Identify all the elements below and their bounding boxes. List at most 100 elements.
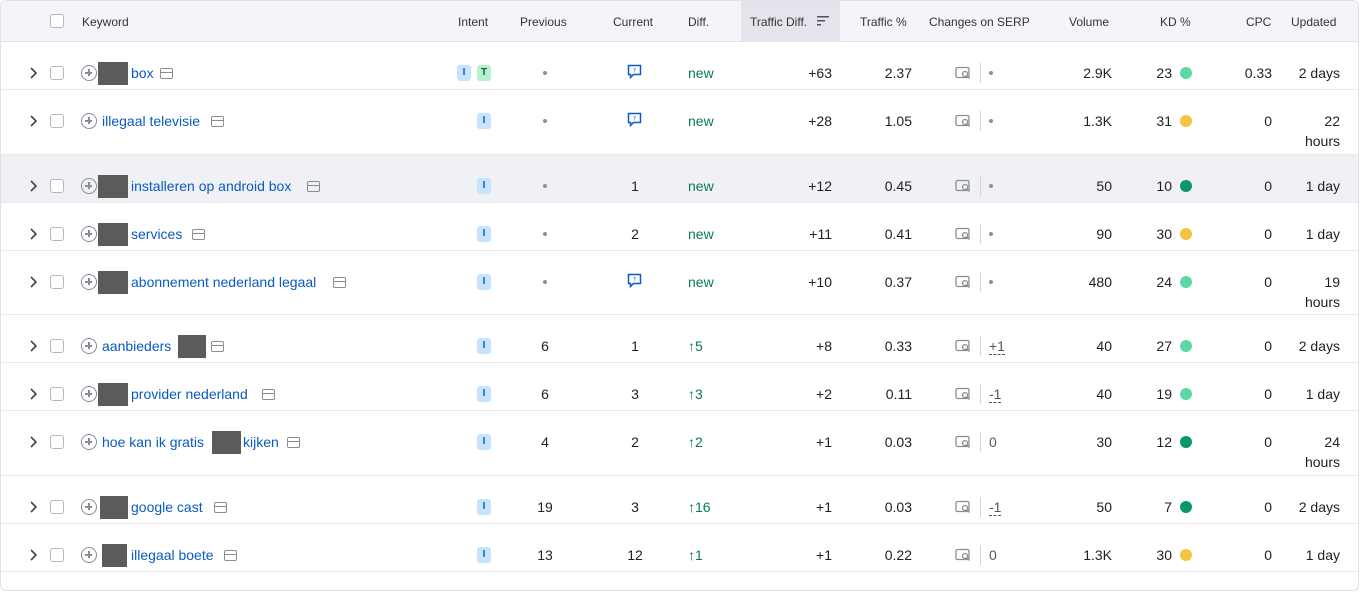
select-all-checkbox[interactable]	[50, 14, 64, 28]
header-changes-on-serp[interactable]: Changes on SERP	[929, 15, 1030, 29]
add-keyword-icon[interactable]	[81, 274, 97, 290]
add-keyword-icon[interactable]	[81, 434, 97, 450]
keyword-link[interactable]: aanbieders	[102, 338, 172, 354]
keyword-link[interactable]: services	[131, 226, 183, 242]
serp-snapshot-icon[interactable]	[160, 68, 173, 79]
header-diff[interactable]: Diff.	[688, 15, 710, 29]
serp-changes-icon[interactable]	[955, 66, 971, 80]
table-row[interactable]: installeren op android box I 1 new +12 0.45 50…	[1, 155, 1358, 203]
header-current[interactable]: Current	[613, 15, 654, 29]
chevron-right-icon[interactable]	[29, 179, 39, 193]
row-checkbox[interactable]	[50, 227, 64, 241]
table-row[interactable]: google cast I 19 3 ↑16 +1 0.03 -1 50 7 0 2 days	[1, 476, 1358, 524]
chevron-right-icon[interactable]	[29, 339, 39, 353]
intent-badge[interactable]: I	[477, 338, 491, 354]
serp-snapshot-icon[interactable]	[214, 502, 227, 513]
serp-changes-icon[interactable]	[955, 275, 971, 289]
header-cpc[interactable]: CPC	[1246, 15, 1272, 29]
row-checkbox[interactable]	[50, 339, 64, 353]
header-kd[interactable]: KD %	[1160, 15, 1191, 29]
sort-descending-icon[interactable]	[817, 15, 830, 26]
chevron-right-icon[interactable]	[29, 548, 39, 562]
add-keyword-icon[interactable]	[81, 226, 97, 242]
chevron-right-icon[interactable]	[29, 66, 39, 80]
table-row[interactable]: illegaal televisie I? new +28 1.05 1.3K 31 0 22 h…	[1, 90, 1358, 155]
intent-badge[interactable]: I	[477, 434, 491, 450]
table-row[interactable]: illegaal boete I 13 12 ↑1 +1 0.22 0 1.3K 30 0 1 day	[1, 524, 1358, 572]
keyword-link[interactable]: hoe kan ik gratis	[102, 434, 204, 450]
intent-badge[interactable]: T	[477, 65, 491, 81]
row-checkbox[interactable]	[50, 500, 64, 514]
intent-badge[interactable]: I	[477, 226, 491, 242]
serp-snapshot-icon[interactable]	[333, 277, 346, 288]
intent-badge[interactable]: I	[457, 65, 471, 81]
keyword-link[interactable]: illegaal boete	[131, 547, 214, 563]
serp-change-value[interactable]: +1	[989, 338, 1005, 355]
table-row[interactable]: provider nederland I 6 3 ↑3 +2 0.11 -1 40 19 0 1 da…	[1, 363, 1358, 411]
chevron-right-icon[interactable]	[29, 227, 39, 241]
chevron-right-icon[interactable]	[29, 435, 39, 449]
add-keyword-icon[interactable]	[81, 547, 97, 563]
header-keyword[interactable]: Keyword	[82, 15, 129, 29]
table-row[interactable]: aanbieders I 6 1 ↑5 +8 0.33 +1 40 27 0 2 days	[1, 315, 1358, 363]
serp-feature-icon[interactable]: ?	[627, 273, 643, 289]
serp-changes-icon[interactable]	[955, 114, 971, 128]
intent-badge[interactable]: I	[477, 386, 491, 402]
serp-changes-icon[interactable]	[955, 227, 971, 241]
serp-change-value[interactable]: -1	[989, 499, 1002, 516]
serp-changes-icon[interactable]	[955, 339, 971, 353]
serp-snapshot-icon[interactable]	[287, 437, 300, 448]
header-intent[interactable]: Intent	[458, 15, 489, 29]
header-traffic-diff[interactable]: Traffic Diff.	[750, 15, 808, 29]
serp-changes-icon[interactable]	[955, 548, 971, 562]
row-checkbox[interactable]	[50, 548, 64, 562]
add-keyword-icon[interactable]	[81, 338, 97, 354]
serp-snapshot-icon[interactable]	[192, 229, 205, 240]
keyword-link[interactable]: provider nederland	[131, 386, 248, 402]
serp-snapshot-icon[interactable]	[262, 389, 275, 400]
table-row[interactable]: services I 2 new +11 0.41 90 30 0 1 day	[1, 203, 1358, 251]
intent-badge[interactable]: I	[477, 547, 491, 563]
header-volume[interactable]: Volume	[1069, 15, 1110, 29]
keyword-link[interactable]: google cast	[131, 499, 203, 515]
header-traffic-percent[interactable]: Traffic %	[860, 15, 907, 29]
chevron-right-icon[interactable]	[29, 387, 39, 401]
serp-snapshot-icon[interactable]	[307, 181, 320, 192]
table-row[interactable]: hoe kan ik gratis kijken I 4 2 ↑2 +1 0.03 0 30 12 0…	[1, 411, 1358, 476]
intent-badge[interactable]: I	[477, 499, 491, 515]
keyword-link[interactable]: kijken	[243, 434, 279, 450]
keyword-link[interactable]: box	[131, 65, 154, 81]
serp-changes-icon[interactable]	[955, 387, 971, 401]
serp-snapshot-icon[interactable]	[211, 341, 224, 352]
chevron-right-icon[interactable]	[29, 500, 39, 514]
serp-changes-icon[interactable]	[955, 179, 971, 193]
row-checkbox[interactable]	[50, 114, 64, 128]
intent-badge[interactable]: I	[477, 274, 491, 290]
header-updated[interactable]: Updated	[1291, 15, 1337, 29]
row-checkbox[interactable]	[50, 66, 64, 80]
keyword-link[interactable]: installeren op android box	[131, 178, 292, 194]
chevron-right-icon[interactable]	[29, 114, 39, 128]
row-checkbox[interactable]	[50, 275, 64, 289]
table-row[interactable]: abonnement nederland legaal I? new +10 0.37 4…	[1, 251, 1358, 315]
serp-snapshot-icon[interactable]	[224, 550, 237, 561]
serp-snapshot-icon[interactable]	[211, 116, 224, 127]
add-keyword-icon[interactable]	[81, 178, 97, 194]
row-checkbox[interactable]	[50, 179, 64, 193]
serp-change-value[interactable]: -1	[989, 386, 1002, 403]
chevron-right-icon[interactable]	[29, 275, 39, 289]
add-keyword-icon[interactable]	[81, 65, 97, 81]
header-previous[interactable]: Previous	[520, 15, 567, 29]
intent-badge[interactable]: I	[477, 113, 491, 129]
intent-badge[interactable]: I	[477, 178, 491, 194]
keyword-link[interactable]: illegaal televisie	[102, 113, 201, 129]
row-checkbox[interactable]	[50, 435, 64, 449]
row-checkbox[interactable]	[50, 387, 64, 401]
add-keyword-icon[interactable]	[81, 386, 97, 402]
add-keyword-icon[interactable]	[81, 113, 97, 129]
keyword-link[interactable]: abonnement nederland legaal	[131, 274, 317, 290]
serp-changes-icon[interactable]	[955, 500, 971, 514]
serp-changes-icon[interactable]	[955, 435, 971, 449]
serp-feature-icon[interactable]: ?	[627, 112, 643, 128]
serp-feature-icon[interactable]: ?	[627, 64, 643, 80]
